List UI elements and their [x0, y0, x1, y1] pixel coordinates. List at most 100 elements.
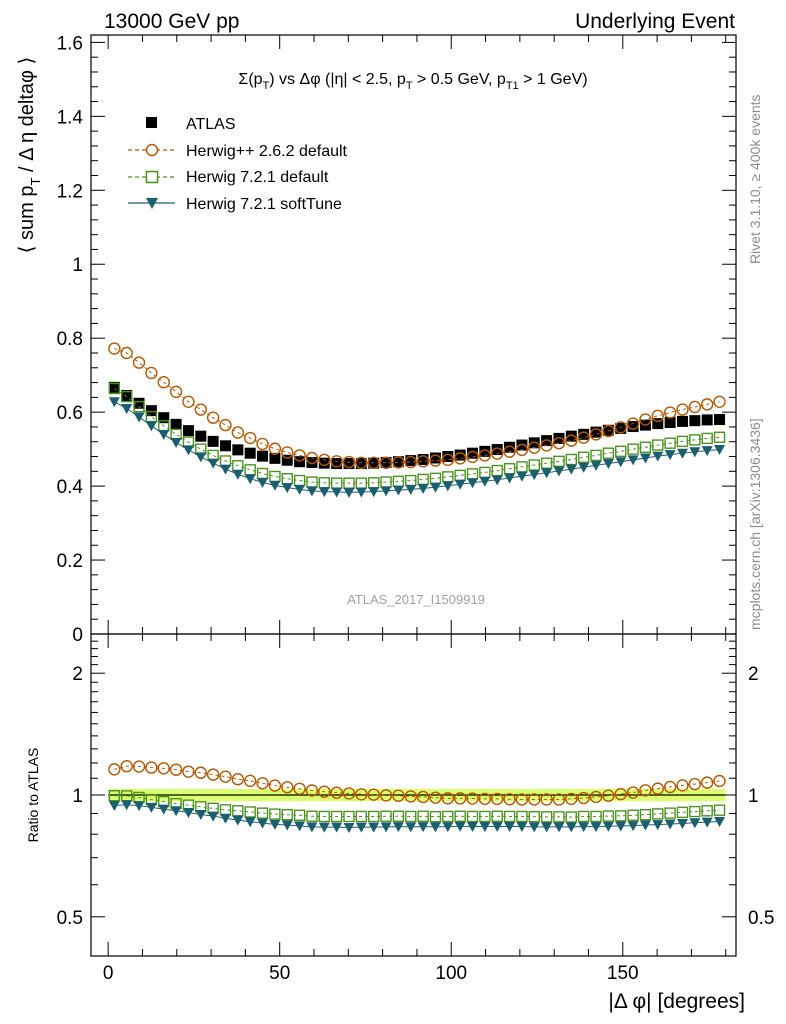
main-point-herwig-7-2-1-softtune	[528, 470, 540, 481]
ratio-point-herwig-7-2-1-softtune	[318, 822, 330, 833]
ratio-point-herwig-2-6-2-default	[688, 777, 702, 791]
main-point-atlas	[714, 414, 726, 426]
ratio-point-herwig-7-2-1-softtune	[565, 822, 577, 833]
ratio-point-herwig-7-2-1-softtune	[405, 822, 417, 833]
main-point-herwig-7-2-1-softtune	[257, 477, 269, 488]
rivet-label: Rivet 3.1.10, ≥ 400k events	[747, 94, 763, 264]
main-point-herwig-7-2-1-softtune	[491, 475, 503, 486]
main-ytick-label: 1.6	[57, 33, 83, 54]
ratio-point-herwig-2-6-2-default	[182, 765, 195, 778]
main-point-herwig-7-2-1-softtune	[467, 478, 479, 489]
ratio-point-herwig-2-6-2-default	[453, 792, 467, 805]
ratio-point-herwig-7-2-1-default	[405, 810, 417, 823]
main-point-herwig-7-2-1-softtune	[664, 450, 676, 461]
main-point-herwig-2-6-2-default	[206, 411, 220, 424]
ratio-point-herwig-7-2-1-softtune	[491, 821, 503, 832]
ratio-point-herwig-7-2-1-softtune	[429, 822, 441, 833]
ratio-point-herwig-2-6-2-default	[132, 760, 146, 773]
ratio-point-herwig-7-2-1-softtune	[207, 811, 219, 822]
main-point-atlas	[590, 426, 602, 438]
ratio-point-herwig-7-2-1-default	[590, 810, 602, 823]
ratio-point-herwig-7-2-1-default	[330, 810, 343, 823]
main-line-herwig-7-2-1-default	[114, 388, 720, 484]
main-point-herwig-7-2-1-default	[577, 451, 590, 463]
main-point-herwig-2-6-2-default	[713, 395, 726, 408]
main-point-herwig-7-2-1-default	[269, 470, 281, 483]
main-series-herwig-7-2-1-softtune	[108, 397, 726, 498]
main-point-herwig-2-6-2-default	[219, 418, 232, 432]
ratio-point-herwig-7-2-1-softtune	[145, 802, 157, 813]
main-point-atlas	[219, 440, 231, 452]
main-point-herwig-7-2-1-softtune	[355, 487, 367, 498]
ratio-point-herwig-7-2-1-default	[565, 811, 578, 823]
main-point-atlas	[281, 454, 293, 466]
main-point-herwig-7-2-1-softtune	[170, 437, 182, 448]
ratio-point-herwig-7-2-1-default	[503, 810, 516, 823]
main-point-herwig-7-2-1-softtune	[343, 487, 355, 498]
main-point-herwig-7-2-1-softtune	[454, 479, 466, 490]
ratio-point-herwig-7-2-1-softtune	[676, 819, 688, 830]
ratio-point-herwig-7-2-1-default	[615, 810, 627, 822]
ratio-point-herwig-2-6-2-default	[639, 784, 652, 797]
legend-marker-atlas	[146, 117, 157, 128]
main-point-atlas	[417, 453, 429, 465]
main-point-herwig-7-2-1-softtune	[232, 469, 244, 480]
main-point-atlas	[306, 456, 318, 468]
main-point-herwig-2-6-2-default	[256, 437, 269, 451]
main-point-herwig-7-2-1-softtune	[615, 457, 627, 468]
ratio-ytick-label: 2	[72, 664, 83, 685]
main-point-herwig-2-6-2-default	[540, 439, 553, 452]
legend-marker-softtune	[146, 198, 158, 209]
ratio-point-herwig-7-2-1-default	[318, 810, 330, 823]
main-point-herwig-7-2-1-softtune	[578, 462, 590, 473]
header-left: 13000 GeV pp	[104, 10, 239, 33]
ratio-point-herwig-2-6-2-default	[256, 777, 269, 790]
main-point-herwig-7-2-1-default	[590, 449, 602, 462]
ratio-ytick-label-right: 0.5	[748, 908, 774, 929]
main-point-herwig-7-2-1-softtune	[590, 460, 602, 471]
ratio-point-herwig-7-2-1-default	[689, 805, 701, 818]
main-point-herwig-2-6-2-default	[379, 456, 393, 470]
ratio-point-herwig-7-2-1-softtune	[380, 822, 392, 833]
ratio-point-herwig-2-6-2-default	[441, 792, 455, 805]
main-point-herwig-7-2-1-softtune	[244, 474, 256, 485]
ratio-point-herwig-7-2-1-default	[417, 810, 429, 822]
main-point-herwig-7-2-1-softtune	[207, 458, 219, 469]
main-point-atlas	[652, 418, 664, 430]
ratio-point-herwig-7-2-1-default	[355, 810, 368, 823]
main-point-herwig-2-6-2-default	[552, 437, 566, 450]
main-point-atlas	[158, 412, 170, 424]
main-point-herwig-7-2-1-softtune	[429, 482, 441, 493]
ratio-point-herwig-7-2-1-default	[108, 790, 121, 802]
main-point-atlas	[318, 457, 330, 469]
ratio-point-herwig-7-2-1-softtune	[528, 822, 540, 833]
ratio-point-herwig-7-2-1-default	[429, 810, 442, 823]
main-point-atlas	[195, 430, 207, 442]
ratio-point-herwig-7-2-1-default	[380, 810, 392, 822]
ratio-point-herwig-7-2-1-default	[293, 809, 306, 821]
ratio-point-herwig-7-2-1-softtune	[479, 821, 491, 832]
ratio-point-herwig-2-6-2-default	[713, 774, 726, 788]
main-point-herwig-7-2-1-softtune	[504, 473, 516, 484]
main-point-herwig-2-6-2-default	[688, 400, 702, 414]
main-ytick-label: 0.8	[57, 329, 83, 350]
xtick-label: 150	[607, 963, 639, 984]
ratio-point-herwig-7-2-1-softtune	[689, 818, 701, 829]
main-point-herwig-7-2-1-default	[553, 455, 565, 468]
ratio-point-herwig-2-6-2-default	[404, 790, 417, 803]
main-point-herwig-7-2-1-default	[652, 439, 664, 451]
main-point-herwig-2-6-2-default	[614, 421, 627, 434]
main-point-herwig-7-2-1-default	[664, 437, 676, 449]
ratio-point-herwig-2-6-2-default	[367, 788, 380, 801]
main-point-herwig-7-2-1-softtune	[269, 480, 281, 491]
ratio-point-herwig-2-6-2-default	[281, 781, 294, 794]
main-point-herwig-2-6-2-default	[515, 443, 529, 457]
mcplots-label: mcplots.cern.ch [arXiv:1306.3436]	[747, 418, 763, 630]
main-point-atlas	[504, 441, 516, 453]
ratio-band-layer	[108, 788, 726, 802]
main-series-layer	[108, 342, 726, 498]
ratio-point-herwig-7-2-1-softtune	[578, 822, 590, 833]
main-point-herwig-2-6-2-default	[589, 428, 603, 441]
main-point-herwig-2-6-2-default	[231, 426, 245, 439]
